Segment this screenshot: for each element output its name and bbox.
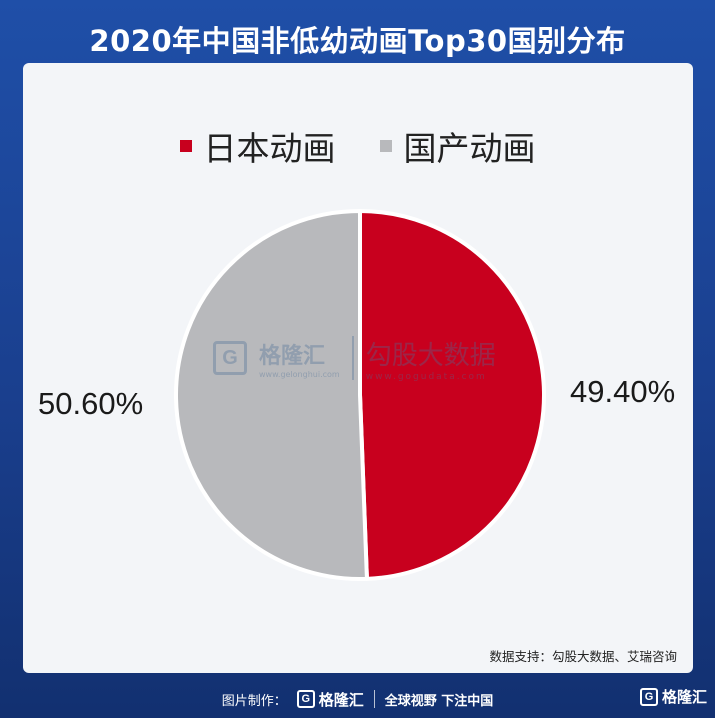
footer: 图片制作： G 格隆汇 全球视野 下注中国 [0,684,715,714]
watermark: G 格隆汇 www.gelonghui.com 勾股大数据 www.goguda… [213,332,496,384]
corner-logo: G 格隆汇 [639,686,707,707]
chart-title: 2020年中国非低幼动画Top30国别分布 [89,24,626,58]
legend-label-japan: 日本动画 [203,129,336,168]
pie-slice-japan [358,209,546,581]
legend: 日本动画 国产动画 [0,122,715,170]
pie-slice-domestic [174,209,369,581]
legend-swatch-domestic [379,140,392,152]
watermark-brand: 格隆汇 www.gelonghui.com [259,343,340,379]
corner-logo-icon: G [639,687,658,706]
watermark-logo-icon: G [213,341,247,375]
legend-item-domestic: 国产动画 [379,122,536,170]
watermark-divider [351,336,354,380]
source-note: 数据支持：勾股大数据、艾瑞咨询 [489,649,677,664]
footer-made-by: 图片制作： [221,693,287,709]
footer-divider [373,690,375,708]
corner-brand: 格隆汇 [661,688,707,706]
footer-logo-icon: G [296,690,315,708]
data-label-domestic: 50.60% [38,386,144,421]
footer-logo: G 格隆汇 [296,689,364,710]
legend-swatch-japan [179,140,192,152]
data-label-japan: 49.40% [570,374,676,409]
legend-item-japan: 日本动画 [179,122,336,170]
watermark-partner: 勾股大数据 www.gogudata.com [365,340,496,382]
legend-label-domestic: 国产动画 [403,129,536,168]
footer-slogan: 全球视野 下注中国 [384,693,494,709]
footer-brand: 格隆汇 [318,690,364,709]
watermark-partner-url: www.gogudata.com [365,371,487,382]
watermark-brand-url: www.gelonghui.com [259,369,340,379]
